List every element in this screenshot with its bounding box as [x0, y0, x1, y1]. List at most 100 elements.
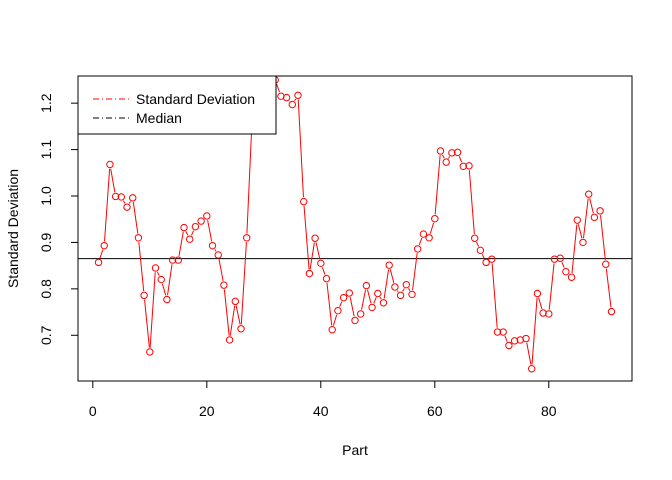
series-segment: [132, 202, 139, 234]
data-point: [106, 160, 114, 169]
series-segment: [294, 98, 297, 102]
series-segment: [309, 242, 315, 270]
data-point: [243, 234, 251, 242]
series-segment: [396, 290, 399, 293]
data-point: [545, 310, 553, 318]
series-segment: [448, 156, 451, 159]
data-point: [261, 54, 267, 60]
data-point: [191, 222, 200, 231]
data-point: [186, 235, 194, 243]
data-point: [499, 328, 507, 336]
data-point: [522, 334, 530, 343]
data-point: [282, 93, 291, 102]
data-point: [385, 261, 393, 269]
series-segment: [408, 288, 411, 291]
data-point: [134, 234, 143, 242]
data-point: [339, 293, 348, 302]
data-point: [322, 274, 331, 283]
series-segment: [373, 297, 377, 304]
data-point: [117, 193, 126, 201]
series-segment: [326, 282, 333, 326]
y-axis: 0.7 0.8 0.9 1.0 1.1 1.2: [38, 93, 79, 345]
series-segment: [246, 116, 253, 234]
y-tick-label: 0.7: [38, 325, 54, 345]
data-point: [203, 212, 211, 220]
legend-label-standard-deviation: Standard Deviation: [136, 91, 255, 107]
y-tick-label: 0.8: [38, 279, 54, 299]
data-point: [470, 234, 479, 242]
series-segment: [481, 253, 485, 259]
data-point: [197, 217, 205, 225]
legend-box: [77, 75, 277, 135]
series-segment: [321, 267, 326, 275]
data-point: [374, 289, 382, 298]
data-point: [180, 223, 188, 232]
series-segment: [458, 156, 463, 163]
series-segment: [504, 335, 508, 342]
series-segment: [104, 168, 111, 242]
series-segment: [185, 231, 189, 236]
data-point: [459, 162, 467, 170]
series-segment: [156, 271, 160, 276]
data-point: [100, 241, 108, 250]
data-point: [533, 289, 542, 298]
data-point: [174, 256, 183, 264]
series-segment: [429, 222, 435, 234]
series-segment: [476, 241, 480, 247]
data-point: [231, 297, 240, 306]
data-point: [550, 255, 559, 263]
series-segment: [442, 154, 445, 159]
series-segment: [383, 269, 390, 299]
series-segment: [418, 237, 423, 246]
series-segment: [167, 264, 173, 296]
series-segment: [402, 288, 405, 292]
data-point: [351, 316, 359, 325]
series-segment: [144, 299, 150, 348]
data-point: [237, 325, 245, 333]
series-segment: [138, 242, 145, 292]
data-point: [607, 307, 616, 316]
legend: Standard Deviation Median: [77, 75, 277, 135]
x-tick-label: 60: [427, 403, 443, 419]
data-point: [556, 254, 564, 262]
data-point: [584, 190, 593, 198]
series-segment: [349, 297, 355, 317]
data-point: [402, 280, 410, 289]
data-point: [334, 306, 342, 315]
data-point: [356, 310, 365, 318]
y-tick-label: 1.0: [38, 186, 54, 206]
data-point: [493, 328, 502, 336]
series-segment: [128, 201, 131, 204]
series-segment: [229, 305, 236, 336]
data-point: [305, 269, 314, 278]
data-point: [294, 91, 302, 99]
series-segment: [561, 261, 565, 268]
data-point: [488, 255, 496, 263]
series-segment: [589, 198, 594, 214]
data-point: [419, 230, 428, 238]
data-point: [567, 273, 576, 281]
data-point: [300, 197, 308, 206]
y-tick-label: 1.2: [38, 93, 54, 113]
data-point: [425, 234, 433, 242]
series-segment: [271, 61, 275, 76]
data-point: [157, 275, 165, 284]
data-point: [396, 291, 405, 300]
data-point: [465, 162, 473, 170]
series-segment: [339, 301, 343, 307]
data-point: [442, 158, 450, 166]
data-point: [140, 291, 148, 300]
x-axis: 0 20 40 60 80: [89, 380, 557, 419]
series-segment: [178, 231, 184, 256]
data-point: [129, 194, 137, 202]
y-axis-label: Standard Deviation: [5, 169, 21, 288]
series-segment: [367, 289, 372, 304]
series-segment: [526, 342, 532, 365]
series-segment: [538, 297, 543, 310]
series-segment: [412, 253, 418, 291]
x-tick-label: 80: [541, 403, 557, 419]
series-segment: [468, 170, 475, 235]
data-point: [266, 54, 272, 60]
data-point: [311, 234, 319, 242]
